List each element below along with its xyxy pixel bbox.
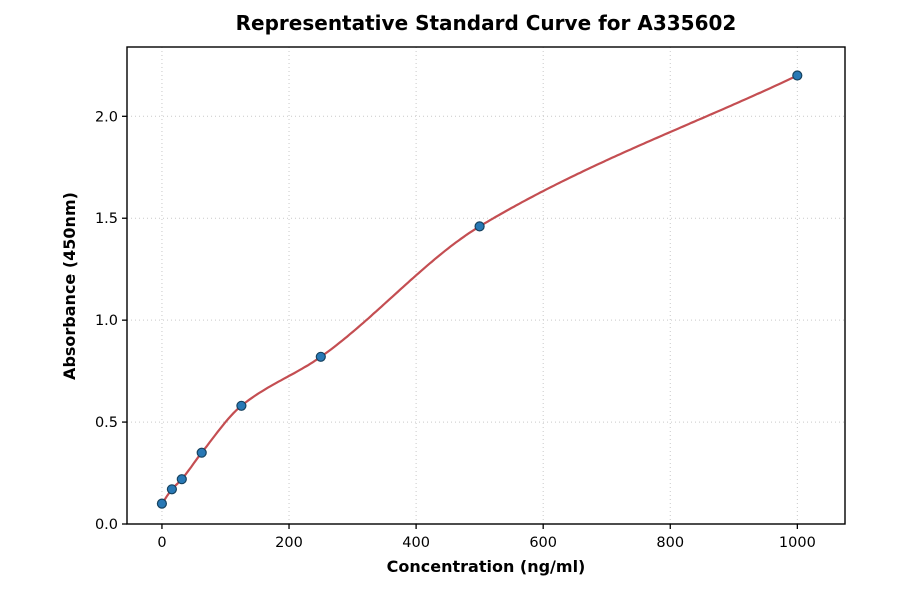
y-tick-label: 1.5 [95,211,118,227]
data-point [156,498,167,509]
x-tick-label: 400 [402,535,430,551]
data-point [474,221,485,232]
plot-layer: 0 200 400 600 800 1000 0.0 0.5 1.0 1.5 2.0 [95,46,846,551]
data-point [315,351,326,362]
data-point [236,400,247,411]
x-axis-label: Concentration (ng/ml) [387,557,586,576]
y-tick-label: 2.0 [95,109,118,125]
y-axis-label: Absorbance (450nm) [60,192,79,380]
y-tick-label: 1.0 [95,313,118,329]
x-tick-label: 600 [529,535,557,551]
x-tick-label: 200 [275,535,303,551]
x-tick-label: 0 [157,535,166,551]
y-tick-label: 0.0 [95,517,118,533]
data-point [792,70,803,81]
data-point [166,484,177,495]
x-tick-label: 800 [656,535,684,551]
plot-border [126,46,846,525]
data-point [196,447,207,458]
y-tick-label: 0.5 [95,415,118,431]
data-point [176,474,187,485]
x-tick-label: 1000 [779,535,816,551]
chart-title: Representative Standard Curve for A33560… [236,11,737,35]
